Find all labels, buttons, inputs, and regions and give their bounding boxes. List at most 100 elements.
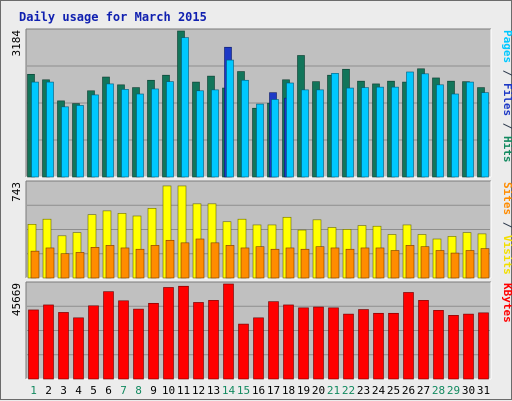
pages-bar-day-13 bbox=[211, 89, 219, 178]
sites-bar-day-29 bbox=[450, 252, 460, 279]
kbytes-bar-day-12 bbox=[193, 302, 204, 380]
kbytes-bar-day-6 bbox=[103, 291, 114, 380]
sites-bar-day-5 bbox=[90, 247, 100, 279]
sites-bar-day-19 bbox=[300, 248, 310, 279]
sites-bar-day-16 bbox=[255, 246, 265, 279]
x-tick-label-day-29: 29 bbox=[447, 384, 460, 397]
chart-title: Daily usage for March 2015 bbox=[19, 10, 207, 24]
kbytes-bar-day-19 bbox=[298, 307, 309, 380]
sites-bar-day-15 bbox=[240, 247, 250, 279]
pages-bar-day-17 bbox=[271, 99, 279, 178]
pages-bar-day-12 bbox=[196, 90, 204, 178]
pages-bar-day-27 bbox=[421, 73, 429, 178]
kbytes-bar-day-8 bbox=[133, 308, 144, 380]
pages-bar-day-8 bbox=[136, 93, 144, 178]
panel-top-legend-label: Pages / Files / Hits bbox=[501, 30, 512, 163]
x-tick-label-day-13: 13 bbox=[207, 384, 220, 397]
kbytes-bar-day-22 bbox=[343, 313, 354, 380]
kbytes-bar-day-25 bbox=[388, 312, 399, 380]
x-tick-label-day-17: 17 bbox=[267, 384, 280, 397]
kbytes-bar-day-16 bbox=[253, 317, 264, 380]
x-tick-label-day-30: 30 bbox=[462, 384, 475, 397]
x-tick-label-day-2: 2 bbox=[45, 384, 52, 397]
legend-text-visits: Visits bbox=[501, 235, 512, 275]
sites-bar-day-21 bbox=[330, 247, 340, 279]
pages-bar-day-10 bbox=[166, 81, 174, 178]
pages-bar-day-5 bbox=[91, 94, 99, 178]
kbytes-bar-day-29 bbox=[448, 315, 459, 380]
x-tick-label-day-22: 22 bbox=[342, 384, 355, 397]
sites-bar-day-7 bbox=[120, 247, 130, 279]
x-tick-label-day-14: 14 bbox=[222, 384, 236, 397]
sites-bar-day-22 bbox=[345, 248, 355, 279]
panel-bottom-ymax-label: 45669 bbox=[10, 283, 23, 316]
x-tick-label-day-18: 18 bbox=[282, 384, 295, 397]
x-tick-label-day-1: 1 bbox=[30, 384, 37, 397]
pages-bar-day-14 bbox=[226, 59, 234, 178]
legend-text-pages: Pages bbox=[501, 30, 512, 63]
kbytes-bar-day-20 bbox=[313, 306, 324, 380]
panel-bottom-legend-label: KBytes bbox=[501, 283, 512, 323]
kbytes-bar-day-21 bbox=[328, 307, 339, 380]
x-tick-label-day-23: 23 bbox=[357, 384, 370, 397]
x-tick-label-day-31: 31 bbox=[477, 384, 490, 397]
legend-text-hits: Hits bbox=[501, 136, 512, 163]
kbytes-bar-day-13 bbox=[208, 300, 219, 380]
kbytes-bar-day-23 bbox=[358, 309, 369, 380]
x-tick-label-day-11: 11 bbox=[177, 384, 190, 397]
sites-bar-day-30 bbox=[465, 250, 475, 279]
x-tick-label-day-24: 24 bbox=[372, 384, 386, 397]
panel-middle-ymax-label: 743 bbox=[10, 182, 23, 202]
legend-text-sites: Sites bbox=[501, 182, 512, 215]
sites-bar-day-4 bbox=[75, 252, 85, 279]
pages-bar-day-4 bbox=[76, 105, 84, 178]
x-tick-label-day-20: 20 bbox=[312, 384, 325, 397]
legend-text-/: / bbox=[501, 63, 512, 83]
x-tick-label-day-19: 19 bbox=[297, 384, 310, 397]
sites-bar-day-18 bbox=[285, 247, 295, 279]
pages-bar-day-9 bbox=[151, 88, 159, 178]
kbytes-bar-day-3 bbox=[58, 312, 69, 380]
x-tick-label-day-4: 4 bbox=[75, 384, 82, 397]
pages-bar-day-22 bbox=[346, 87, 354, 178]
sites-bar-day-20 bbox=[315, 246, 325, 279]
kbytes-bar-day-2 bbox=[43, 304, 54, 380]
pages-bar-day-29 bbox=[451, 93, 459, 178]
pages-bar-day-11 bbox=[181, 37, 189, 178]
kbytes-bar-day-10 bbox=[163, 287, 174, 380]
sites-bar-day-27 bbox=[420, 246, 430, 279]
kbytes-bar-day-1 bbox=[28, 309, 39, 380]
pages-bar-day-16 bbox=[256, 103, 264, 178]
x-tick-label-day-7: 7 bbox=[120, 384, 127, 397]
pages-bar-day-15 bbox=[241, 79, 249, 178]
sites-bar-day-1 bbox=[30, 250, 40, 279]
sites-bar-day-10 bbox=[165, 239, 175, 279]
pages-bar-day-21 bbox=[331, 73, 339, 178]
pages-bar-day-28 bbox=[436, 84, 444, 178]
kbytes-bar-day-11 bbox=[178, 285, 189, 380]
kbytes-bar-day-4 bbox=[73, 317, 84, 380]
sites-bar-day-12 bbox=[195, 238, 205, 279]
pages-bar-day-23 bbox=[361, 87, 369, 178]
pages-bar-day-25 bbox=[391, 86, 399, 178]
panel-middle-legend-label: Sites / Visits bbox=[501, 182, 512, 275]
pages-bar-day-3 bbox=[61, 106, 69, 178]
kbytes-bar-day-27 bbox=[418, 300, 429, 380]
legend-text-/: / bbox=[501, 215, 512, 235]
pages-bar-day-1 bbox=[31, 81, 39, 178]
pages-bar-day-19 bbox=[301, 89, 309, 178]
pages-bar-day-20 bbox=[316, 89, 324, 178]
pages-bar-day-7 bbox=[121, 89, 129, 178]
x-tick-label-day-27: 27 bbox=[417, 384, 430, 397]
kbytes-bar-day-31 bbox=[478, 312, 489, 380]
legend-text-/: / bbox=[501, 116, 512, 136]
sites-bar-day-26 bbox=[405, 245, 415, 279]
sites-bar-day-25 bbox=[390, 250, 400, 279]
kbytes-bar-day-24 bbox=[373, 312, 384, 380]
kbytes-bar-day-5 bbox=[88, 305, 99, 380]
sites-bar-day-14 bbox=[225, 245, 235, 279]
sites-bar-day-24 bbox=[375, 247, 385, 279]
kbytes-bar-day-18 bbox=[283, 304, 294, 380]
